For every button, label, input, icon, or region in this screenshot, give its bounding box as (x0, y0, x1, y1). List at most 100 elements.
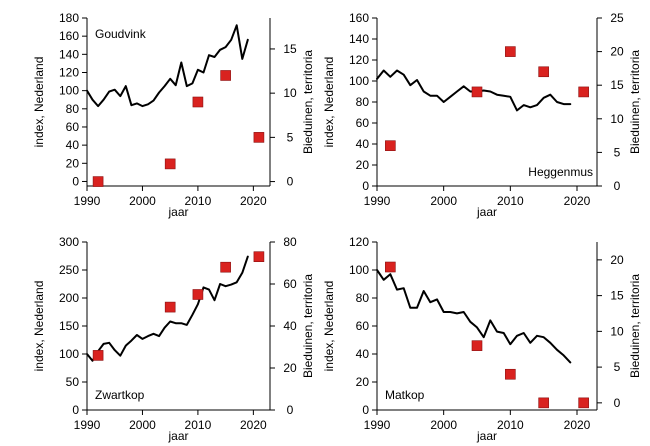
territory-marker (538, 66, 549, 78)
territory-marker (253, 132, 265, 143)
left-tick-label: 0 (362, 179, 369, 193)
left-tick-label: 200 (59, 291, 79, 305)
species-label: Matkop (385, 388, 425, 402)
territory-marker (578, 86, 589, 98)
chart-panel-2: 0 20 40 60 80 100 120 140 160 0 5 10 15 20 25 1990 2000 2… (322, 11, 642, 219)
territory-marker (578, 397, 589, 409)
right-tick-label: 10 (610, 112, 624, 126)
right-tick-label: 5 (287, 130, 294, 144)
left-tick-label: 250 (59, 263, 79, 277)
territory-marker (92, 176, 104, 187)
territory-marker (385, 140, 396, 151)
left-tick-label: 100 (59, 347, 79, 361)
territory-marker (192, 289, 204, 300)
x-tick-label: 2000 (129, 418, 156, 432)
territory-marker (471, 340, 483, 351)
x-tick-label: 1990 (74, 418, 101, 432)
territory-marker (220, 261, 231, 273)
right-axis-title: Bieduinen, territoria (301, 274, 315, 378)
x-axis-title: jaar (167, 205, 188, 219)
chart-panel-3: 0 50 100 150 200 250 300 0 20 40 60 80 1990 2000 2010 2… (32, 235, 315, 443)
right-tick-label: 20 (610, 45, 624, 59)
left-axis-title: index, Nederland (32, 57, 46, 148)
left-tick-label: 40 (356, 347, 370, 361)
right-axis-title: Bieduinen, territoria (628, 50, 642, 154)
left-tick-label: 20 (356, 375, 370, 389)
left-tick-label: 120 (349, 53, 369, 67)
x-tick-label: 2020 (564, 418, 591, 432)
left-tick-label: 60 (356, 319, 370, 333)
x-tick-label: 2010 (497, 194, 524, 208)
right-tick-label: 20 (610, 253, 624, 267)
left-tick-label: 80 (356, 95, 370, 109)
left-tick-label: 120 (349, 235, 369, 249)
right-tick-label: 0 (614, 179, 621, 193)
x-tick-label: 2020 (240, 194, 267, 208)
chart-panel-1: 0 20 40 60 80 100 120 140 160 180 0 5 10 15 1990 2000 20… (32, 11, 315, 219)
right-tick-label: 0 (614, 396, 621, 410)
right-tick-label: 5 (614, 360, 621, 374)
right-tick-label: 15 (283, 42, 297, 56)
x-tick-label: 2000 (129, 194, 156, 208)
x-tick-label: 2000 (430, 418, 457, 432)
territory-marker (192, 96, 204, 108)
territory-marker (471, 86, 483, 98)
left-axis-title: index, Nederland (322, 281, 336, 372)
x-tick-label: 2020 (564, 194, 591, 208)
left-tick-label: 180 (59, 11, 79, 25)
left-tick-label: 0 (72, 403, 79, 417)
left-tick-label: 40 (66, 138, 80, 152)
x-axis-title: jaar (167, 429, 188, 443)
left-tick-label: 50 (66, 375, 80, 389)
right-tick-label: 60 (283, 277, 297, 291)
species-label: Heggenmus (528, 165, 593, 179)
x-tick-label: 1990 (364, 194, 391, 208)
left-tick-label: 120 (59, 65, 79, 79)
x-tick-label: 2010 (185, 194, 212, 208)
index-line (376, 269, 572, 364)
x-tick-label: 2010 (497, 418, 524, 432)
right-tick-label: 40 (283, 319, 297, 333)
right-tick-label: 15 (610, 78, 624, 92)
index-line (86, 24, 249, 108)
x-tick-label: 2000 (430, 194, 457, 208)
x-tick-label: 2020 (240, 418, 267, 432)
chart-panel-4: 0 20 40 60 80 100 120 0 5 10 15 20 1990 2000 2010 2020 j… (322, 235, 642, 443)
territory-marker (505, 368, 516, 380)
left-axis-title: index, Nederland (322, 57, 336, 148)
left-tick-label: 140 (59, 47, 79, 61)
left-tick-label: 100 (349, 263, 369, 277)
right-tick-label: 0 (287, 175, 294, 189)
right-tick-label: 15 (610, 289, 624, 303)
x-axis-title: jaar (476, 205, 497, 219)
left-tick-label: 150 (59, 319, 79, 333)
territory-marker (505, 46, 516, 57)
right-tick-label: 20 (283, 361, 297, 375)
left-tick-label: 0 (362, 403, 369, 417)
left-tick-label: 100 (349, 74, 369, 88)
x-tick-label: 1990 (74, 194, 101, 208)
left-tick-label: 140 (349, 32, 369, 46)
left-tick-label: 40 (356, 137, 370, 151)
right-tick-label: 5 (614, 145, 621, 159)
right-tick-label: 0 (287, 403, 294, 417)
right-tick-label: 10 (283, 86, 297, 100)
left-axis-title: index, Nederland (32, 281, 46, 372)
index-line (86, 255, 249, 362)
species-label: Zwartkop (95, 388, 145, 402)
left-tick-label: 0 (72, 174, 79, 188)
territory-marker (538, 397, 549, 409)
left-tick-label: 300 (59, 235, 79, 249)
territory-marker (164, 301, 176, 313)
x-axis-title: jaar (476, 429, 497, 443)
left-tick-label: 100 (59, 84, 79, 98)
x-tick-label: 2010 (185, 418, 212, 432)
territory-marker (164, 158, 176, 170)
left-tick-label: 80 (356, 291, 370, 305)
left-tick-label: 160 (349, 11, 369, 25)
territory-marker (220, 70, 231, 81)
right-axis-title: Bieduinen, territoria (628, 274, 642, 378)
left-tick-label: 60 (356, 116, 370, 130)
x-tick-label: 1990 (364, 418, 391, 432)
